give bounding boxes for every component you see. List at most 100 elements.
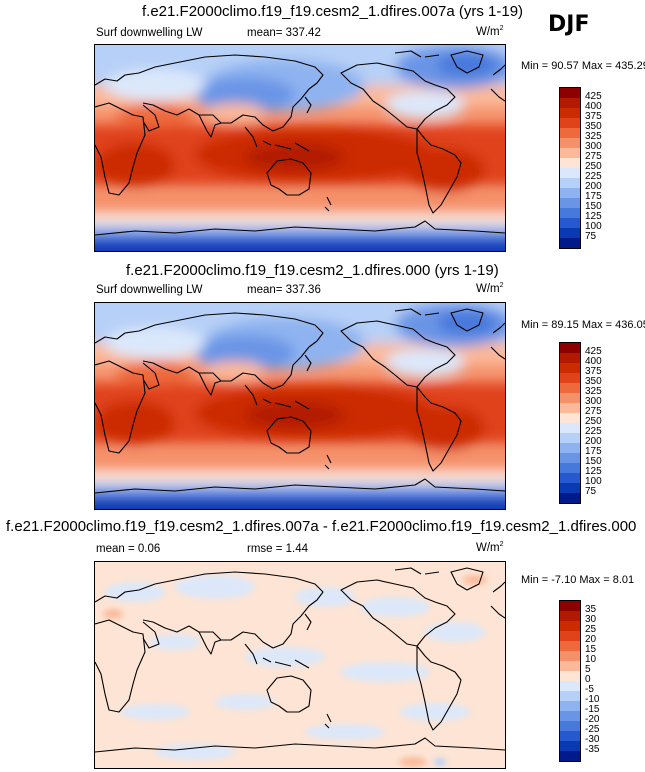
colorbar-swatch [560,118,580,129]
colorbar-swatch [560,403,580,414]
colorbar-swatch [560,611,580,622]
colorbar-tick-label: 200 [585,181,602,192]
colorbar-swatch [560,463,580,474]
colorbar-swatches [560,343,580,503]
colorbar-swatch [560,661,580,672]
units-label: W/m2 [476,25,504,38]
colorbar-swatch [560,343,580,354]
colorbar-swatch [560,148,580,159]
colorbar-tick-label: 5 [585,664,591,675]
rmse-label: rmse = 1.44 [247,543,309,555]
colorbar-tick-label: 175 [585,446,602,457]
map-absolute [95,45,505,251]
colorbar-swatch [560,238,580,248]
colorbar-tick-label: 75 [585,231,597,242]
colorbar-swatch [560,681,580,692]
colorbar-tick-label: 250 [585,416,602,427]
colorbar-tick-label: 375 [585,111,602,122]
colorbar-swatch [560,621,580,632]
colorbar-swatch [560,88,580,99]
colorbar-swatch [560,691,580,702]
colorbar-tick-label: 125 [585,466,602,477]
map-plot [94,302,506,510]
colorbar-swatch [560,218,580,229]
panel-title: f.e21.F2000climo.f19_f19.cesm2_1.dfires.… [126,262,499,279]
units-label: W/m2 [476,541,504,554]
colorbar-tick-label: 0 [585,674,591,685]
colorbar-swatch [560,128,580,139]
colorbar-tick-label: -30 [585,734,600,745]
colorbar-tick-label: 250 [585,161,602,172]
panel-title: f.e21.F2000climo.f19_f19.cesm2_1.dfires.… [142,3,524,20]
colorbar-swatch [560,751,580,761]
colorbar-tick-label: 325 [585,386,602,397]
colorbar-tick-label: 225 [585,171,602,182]
panel-title: f.e21.F2000climo.f19_f19.cesm2_1.dfires.… [6,518,637,535]
colorbar-tick-label: -20 [585,714,600,725]
colorbar-tick-label: 275 [585,406,602,417]
colorbar-swatch [560,413,580,424]
colorbar-swatch [560,188,580,199]
colorbar-swatch [560,353,580,364]
colorbar-swatch [560,741,580,752]
colorbar-tick-label: 300 [585,396,602,407]
colorbar-tick-label: -5 [585,684,594,695]
colorbar-tick-label: 400 [585,356,602,367]
colorbar-swatches [560,601,580,761]
variable-label: Surf downwelling LW [96,27,203,39]
colorbar-swatch [560,483,580,494]
season-label: DJF [548,12,590,37]
units-label: W/m2 [476,282,504,295]
colorbar-swatch [560,443,580,454]
colorbar-tick-label: 15 [585,644,597,655]
colorbar-tick-label: 20 [585,634,597,645]
colorbar-tick-label: 10 [585,654,597,665]
colorbar-tick-label: 400 [585,101,602,112]
colorbar-swatch [560,711,580,722]
colorbar-tick-label: -35 [585,744,600,755]
map-plot [94,44,506,252]
map-plot [94,561,506,769]
min-max-label: Min = -7.10 Max = 8.01 [521,574,635,586]
colorbar [559,342,581,504]
colorbar-swatch [560,651,580,662]
colorbar-swatch [560,138,580,149]
colorbar-swatch [560,473,580,484]
colorbar-tick-label: -15 [585,704,600,715]
colorbar-swatch [560,393,580,404]
colorbar-tick-label: 125 [585,211,602,222]
map-absolute [95,303,505,509]
colorbar-tick-label: 350 [585,121,602,132]
colorbar-tick-label: 100 [585,221,602,232]
colorbar-swatch [560,601,580,612]
colorbar-swatch [560,433,580,444]
colorbar [559,600,581,762]
colorbar-swatch [560,423,580,434]
colorbar-tick-label: 275 [585,151,602,162]
colorbar-tick-label: 375 [585,366,602,377]
colorbar-swatch [560,641,580,652]
colorbar-tick-label: 325 [585,131,602,142]
colorbar-tick-label: 35 [585,604,597,615]
variable-label: Surf downwelling LW [96,284,203,296]
colorbar-tick-label: -25 [585,724,600,735]
mean-label: mean= 337.36 [247,284,321,296]
colorbar-tick-label: 200 [585,436,602,447]
colorbar-swatch [560,671,580,682]
colorbar-tick-label: 425 [585,346,602,357]
colorbar-swatch [560,178,580,189]
colorbar-tick-label: 175 [585,191,602,202]
colorbar-swatch [560,98,580,109]
min-max-label: Min = 90.57 Max = 435.29 [521,60,645,72]
colorbar-tick-label: 25 [585,624,597,635]
colorbar-swatch [560,363,580,374]
colorbar-tick-label: 75 [585,486,597,497]
colorbar-tick-label: 150 [585,456,602,467]
colorbar-tick-label: 425 [585,91,602,102]
colorbar-tick-label: 30 [585,614,597,625]
colorbar-swatch [560,208,580,219]
colorbar-swatch [560,453,580,464]
colorbar-swatch [560,228,580,239]
colorbar-swatch [560,493,580,503]
colorbar-swatch [560,373,580,384]
